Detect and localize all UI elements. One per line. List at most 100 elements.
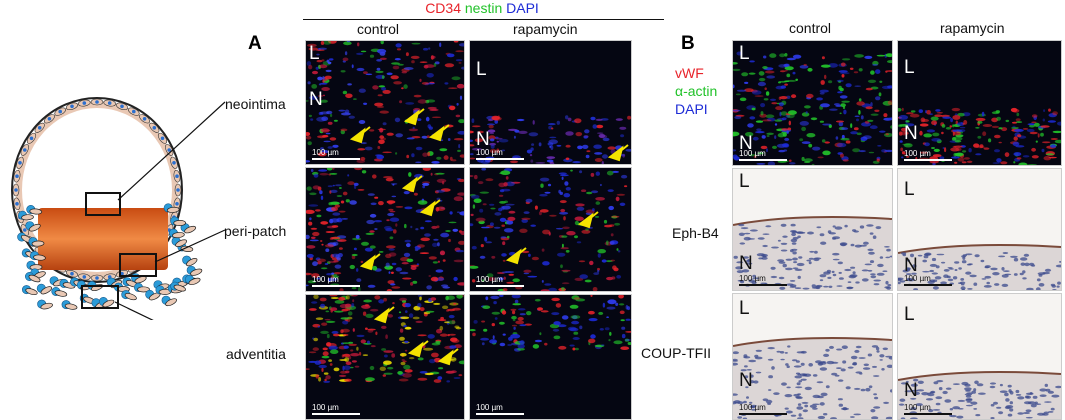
nucleus (933, 381, 939, 385)
nucleus (767, 347, 775, 350)
fluorescent-signal (322, 134, 329, 138)
fluorescent-signal (521, 217, 531, 220)
nucleus (827, 276, 832, 279)
nucleus (1023, 253, 1030, 257)
nucleus (989, 385, 996, 389)
fluorescent-signal (819, 92, 825, 95)
nucleus (751, 408, 756, 411)
fluorescent-signal (605, 260, 613, 263)
fluorescent-signal (319, 172, 329, 176)
fluorescent-signal (475, 217, 486, 222)
nucleus (966, 263, 972, 266)
fluorescent-signal (389, 236, 394, 240)
fluorescent-signal (319, 111, 330, 115)
nucleus (778, 261, 786, 264)
scale-bar (904, 284, 952, 286)
fluorescent-signal (594, 152, 603, 155)
fluorescent-signal (348, 343, 357, 346)
nucleus (956, 415, 964, 419)
fluorescent-signal (419, 296, 422, 301)
fluorescent-signal (932, 154, 942, 158)
fluorescent-signal (627, 115, 631, 120)
fluorescent-signal (318, 377, 322, 382)
fluorescent-signal (532, 120, 535, 125)
fluorescent-signal (486, 273, 494, 278)
fluorescent-signal (760, 145, 768, 150)
nucleus (786, 365, 790, 368)
fluorescent-signal (471, 147, 482, 151)
fluorescent-signal (459, 95, 463, 100)
fluorescent-signal (559, 200, 567, 204)
fluorescent-signal (415, 320, 423, 323)
nucleus (954, 261, 960, 264)
nucleus (757, 237, 765, 240)
fluorescent-signal (887, 85, 892, 89)
nucleus (912, 264, 917, 268)
fluorescent-signal (394, 58, 401, 61)
fluorescent-signal (452, 228, 459, 232)
fluorescent-signal (321, 355, 330, 359)
nucleus (749, 380, 755, 384)
nucleus (736, 261, 744, 264)
fluorescent-signal (310, 227, 318, 230)
nucleus (1024, 262, 1030, 267)
fluorescent-signal (428, 275, 431, 277)
fluorescent-signal (413, 192, 418, 196)
fluorescent-signal (434, 190, 439, 194)
fluorescent-signal (357, 42, 360, 47)
fluorescent-signal (400, 316, 410, 320)
fluorescent-signal (324, 244, 335, 248)
nucleus (973, 388, 977, 392)
fluorescent-signal (569, 304, 579, 309)
fluorescent-signal (571, 295, 580, 300)
fluorescent-signal (1004, 152, 1010, 157)
nucleus (1019, 272, 1024, 276)
fluorescent-signal (620, 346, 630, 350)
fluorescent-signal (311, 301, 318, 304)
fluorescent-signal (766, 148, 768, 153)
fluorescent-signal (953, 136, 963, 141)
fluorescent-signal (451, 159, 457, 162)
fluorescent-signal (1052, 130, 1061, 134)
nucleus (886, 248, 891, 252)
fluorescent-signal (340, 317, 350, 320)
fluorescent-signal (449, 156, 453, 161)
nucleus (945, 387, 952, 390)
fluorescent-signal (539, 177, 550, 182)
fluorescent-signal (1015, 121, 1023, 123)
fluorescent-signal (342, 333, 349, 336)
fluorescent-signal (619, 202, 626, 206)
fluorescent-signal (1001, 127, 1008, 132)
fluorescent-signal (597, 249, 606, 254)
fluorescent-signal (748, 154, 757, 157)
fluorescent-signal (739, 97, 747, 102)
nucleus (802, 373, 807, 376)
nucleus (1050, 407, 1055, 411)
fluorescent-signal (854, 54, 864, 58)
fluorescent-signal (570, 169, 573, 172)
fluorescent-signal (313, 173, 319, 178)
fluorescent-signal (572, 337, 580, 340)
fluorescent-signal (316, 53, 320, 56)
fluorescent-signal (518, 308, 526, 311)
fluorescent-signal (342, 320, 349, 325)
micrograph-texture (898, 107, 1061, 165)
nucleus (792, 359, 798, 362)
fluorescent-signal (385, 177, 394, 182)
arrowhead-marker (403, 108, 425, 126)
fluorescent-signal (347, 181, 355, 186)
fluorescent-signal (399, 352, 407, 357)
fibroblast-cell (31, 240, 45, 247)
nucleus (781, 382, 787, 386)
fluorescent-signal (399, 328, 404, 333)
nucleus (795, 386, 803, 389)
fluorescent-signal (329, 363, 333, 366)
fluorescent-signal (308, 221, 313, 226)
fluorescent-signal (331, 253, 340, 258)
fluorescent-signal (513, 326, 516, 330)
fluorescent-signal (423, 347, 434, 351)
nucleus (815, 284, 823, 288)
nucleus (1051, 394, 1060, 398)
fluorescent-signal (312, 347, 319, 351)
fluorescent-signal (733, 84, 735, 89)
